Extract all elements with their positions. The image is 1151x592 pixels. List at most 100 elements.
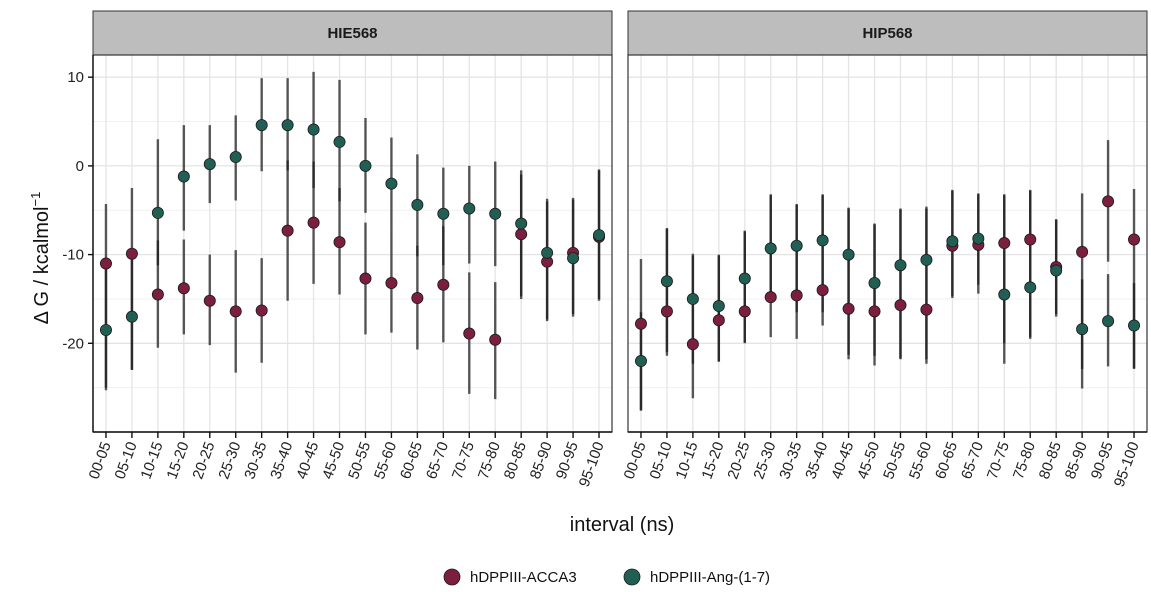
legend: hDPPIII-ACCA3 hDPPIII-Ang-(1-7) [443,568,770,586]
panel-hie568: HIE568 00-0505-1010-1515-2020-2525-3030-3… [86,10,613,489]
data-point [463,327,476,340]
panel-background [628,55,1147,432]
data-point [307,216,320,229]
x-tick-label: 10-15 [673,440,702,482]
y-axis-title: Δ G / kcalmol−1 [28,192,53,325]
y-tick-label: 10 [67,69,84,86]
data-point [333,135,346,148]
x-tick-label: 50-55 [880,440,909,482]
data-point [385,276,398,289]
facet-strip [627,10,1148,56]
data-point [177,170,190,183]
data-point [712,300,725,313]
data-point [567,252,580,265]
data-point [816,284,829,297]
x-tick-label: 75-80 [475,440,504,482]
points-accA3 [99,216,606,346]
data-point [151,206,164,219]
data-point [738,272,751,285]
data-point [660,275,673,288]
data-point [1024,281,1037,294]
data-point [177,282,190,295]
data-point [920,253,933,266]
data-point [437,278,450,291]
y-axis-title-superscript: −1 [28,192,43,207]
data-point [489,207,502,220]
x-tick-label: 05-10 [112,440,141,482]
data-point [229,151,242,164]
panels-layer: HIE56800-0505-1010-1515-2020-2525-3030-3… [86,10,1148,489]
data-point [229,305,242,318]
x-tick-label: 55-60 [371,440,400,482]
data-point [1128,233,1141,246]
panel-hip568: HIP568 00-0505-1010-1515-2020-2525-3030-3… [621,10,1148,489]
x-tick-label: 05-10 [647,440,676,482]
x-axis-title: interval (ns) [570,514,674,536]
x-tick-label: 75-80 [1010,440,1039,482]
x-tick-label: 70-75 [449,440,478,482]
data-point [437,207,450,220]
x-tick-label: 20-25 [189,440,218,482]
data-point [203,158,216,171]
data-point [125,247,138,260]
data-point [307,123,320,136]
x-tick-label: 90-95 [553,440,582,482]
x-tick-label: 25-30 [215,440,244,482]
data-point [1024,233,1037,246]
facet-strip-label: HIP568 [862,25,912,42]
data-point [281,119,294,132]
x-tick-label: 80-85 [1036,440,1065,482]
facet-strip-label: HIE568 [327,25,377,42]
data-point [515,217,528,230]
x-tick-label: 30-35 [776,440,805,482]
data-point [359,159,372,172]
data-point [203,294,216,307]
data-point [255,119,268,132]
data-point [998,237,1011,250]
data-point [764,242,777,255]
x-tick-label: 00-05 [86,440,115,482]
data-point [411,292,424,305]
x-tick-label: 85-90 [1062,440,1091,482]
x-tick-label: 55-60 [906,440,935,482]
data-point [920,303,933,316]
data-point [842,302,855,315]
x-tick-label: 45-50 [319,440,348,482]
x-tick-label: 40-45 [293,440,322,482]
data-point [1128,319,1141,332]
data-point [790,289,803,302]
data-point [868,305,881,318]
x-tick-label: 90-95 [1088,440,1117,482]
data-point [816,234,829,247]
data-point [686,338,699,351]
facet-strip [92,10,613,56]
data-point [1102,315,1115,328]
legend-item: hDPPIII-Ang-(1-7) [623,568,770,586]
data-point [593,229,606,242]
x-tick-label: 15-20 [163,440,192,482]
x-tick-label: 60-65 [397,440,426,482]
data-point [515,228,528,241]
data-point [712,314,725,327]
x-tick-label: 45-50 [854,440,883,482]
data-point [894,259,907,272]
x-tick-label: 65-70 [423,440,452,482]
x-tick-label: 25-30 [750,440,779,482]
x-tick-label: 50-55 [345,440,374,482]
legend-label: hDPPIII-Ang-(1-7) [650,569,770,586]
data-point [333,236,346,249]
x-tick-label: 70-75 [984,440,1013,482]
data-point [634,355,647,368]
x-tick-label: 00-05 [621,440,650,482]
data-point [99,323,112,336]
x-tick-label: 20-25 [724,440,753,482]
data-point [972,232,985,245]
data-point [385,177,398,190]
data-point [99,257,112,270]
data-point [281,224,294,237]
data-point [868,276,881,289]
legend-key [623,568,641,586]
data-point [660,305,673,318]
x-tick-label: 80-85 [501,440,530,482]
